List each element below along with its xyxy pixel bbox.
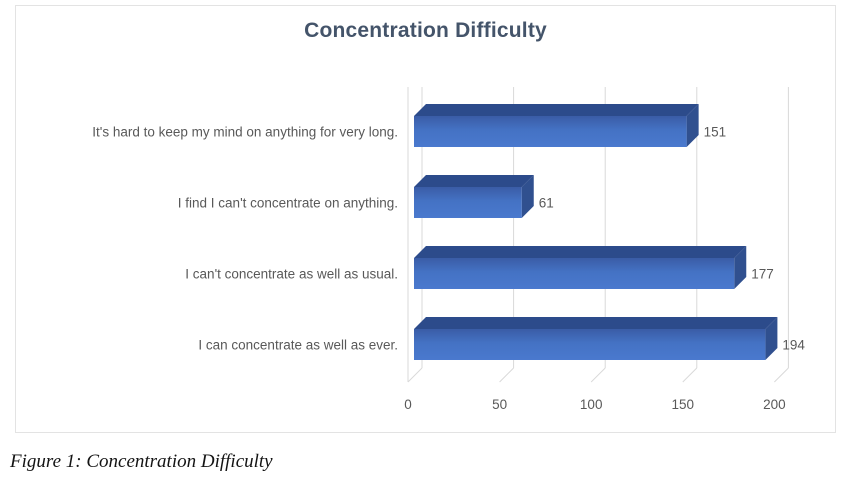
gridline-floor bbox=[774, 367, 789, 383]
x-tick-label: 150 bbox=[672, 397, 695, 412]
bar-value-label: 177 bbox=[751, 267, 774, 282]
bars bbox=[414, 104, 778, 360]
category-label: I can concentrate as well as ever. bbox=[198, 338, 398, 353]
bar-value-label: 151 bbox=[704, 125, 727, 140]
bar-value-label: 61 bbox=[539, 196, 554, 211]
chart-title: Concentration Difficulty bbox=[304, 19, 547, 42]
gridline-floor bbox=[499, 367, 514, 383]
bar-value-label: 194 bbox=[782, 338, 805, 353]
x-tick-label: 100 bbox=[580, 397, 603, 412]
category-label: I can't concentrate as well as usual. bbox=[185, 267, 398, 282]
x-tick-label: 50 bbox=[492, 397, 507, 412]
bar-3d bbox=[414, 329, 766, 360]
bar-3d bbox=[414, 187, 522, 218]
figure-caption: Figure 1: Concentration Difficulty bbox=[10, 451, 273, 472]
gridline-floor bbox=[682, 367, 698, 383]
bar-top-face bbox=[414, 246, 747, 258]
x-tick-label: 0 bbox=[404, 397, 412, 412]
gridline-floor bbox=[590, 367, 606, 383]
chart-labels: 0 50 100 150 200 151 It's hard to keep my mind… bbox=[92, 125, 805, 413]
bar-3d bbox=[414, 258, 735, 289]
category-label: I find I can't concentrate on anything. bbox=[178, 196, 398, 211]
bar-3d bbox=[414, 116, 687, 147]
bar-top-face bbox=[414, 175, 534, 187]
bar-top-face bbox=[414, 317, 778, 329]
gridline-floor bbox=[407, 367, 423, 383]
bar-side-face bbox=[765, 317, 778, 360]
bar-side-face bbox=[734, 246, 747, 289]
x-tick-label: 200 bbox=[763, 397, 786, 412]
category-label: It's hard to keep my mind on anything fo… bbox=[92, 125, 398, 140]
bar-top-face bbox=[414, 104, 699, 116]
bar-side-face bbox=[521, 175, 534, 218]
chart-frame bbox=[15, 5, 836, 433]
bar-side-face bbox=[686, 104, 699, 147]
